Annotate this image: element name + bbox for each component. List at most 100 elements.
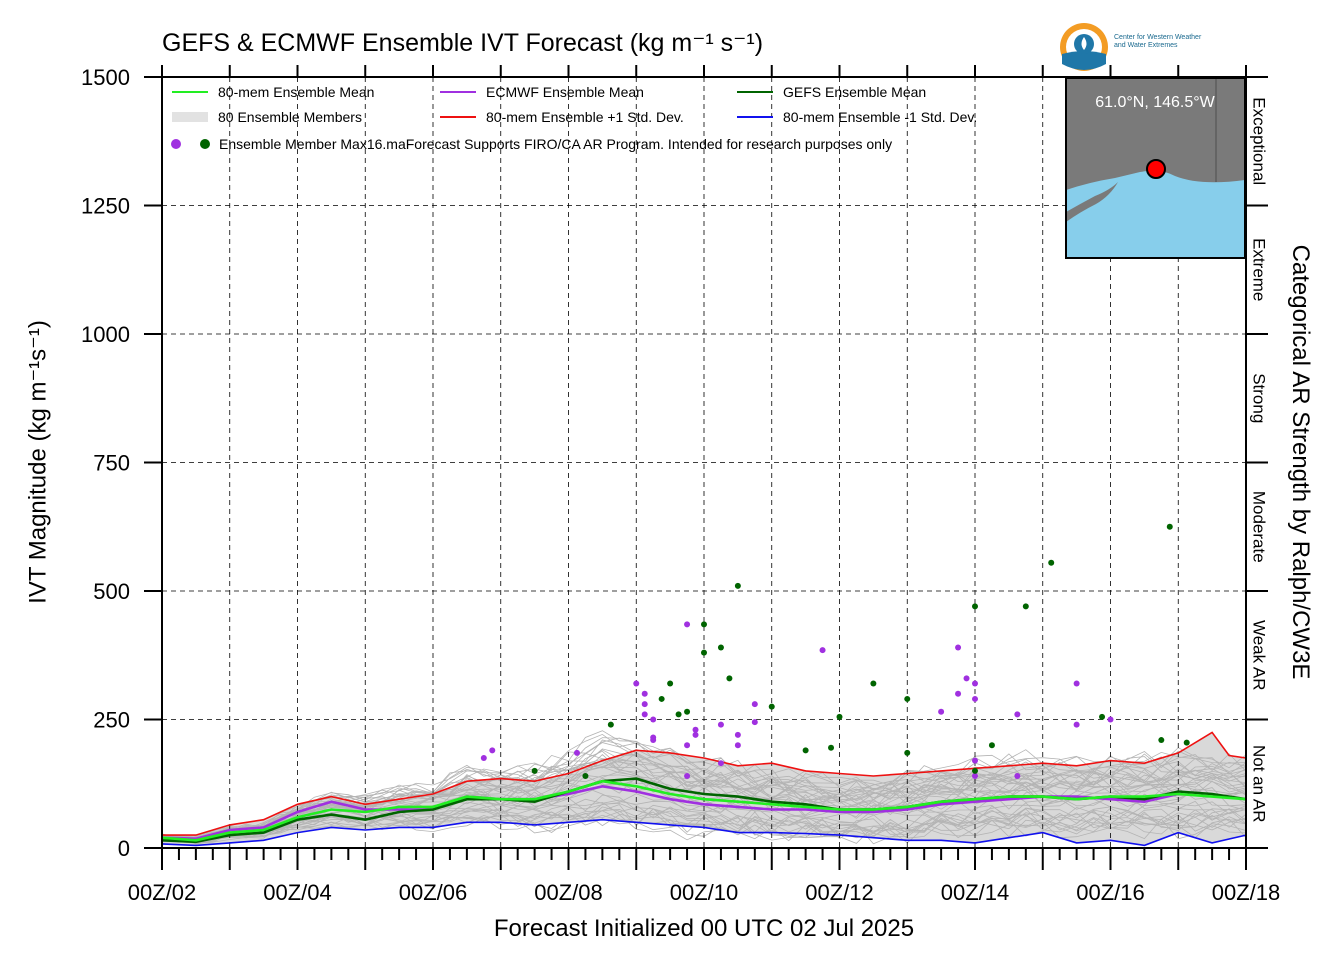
member-max-point [802, 747, 809, 754]
y-tick-label: 750 [93, 451, 130, 476]
member-max-point [972, 757, 978, 764]
member-max-point [607, 721, 614, 728]
x-tick-label: 00Z/08 [534, 880, 603, 905]
member-max-point [988, 742, 995, 749]
member-max-point [717, 721, 724, 728]
y-tick-label: 1250 [81, 194, 130, 219]
member-max-point [726, 675, 733, 682]
member-max-point [650, 737, 657, 744]
x-tick-label: 00Z/04 [263, 880, 332, 905]
x-tick-label: 00Z/16 [1076, 880, 1145, 905]
member-max-point [701, 621, 707, 628]
member-max-point [684, 621, 691, 628]
cw3e-logo-text: Center for Western Weather and Water Ext… [1114, 34, 1201, 50]
category-label: Not an AR [1250, 745, 1269, 823]
x-tick-label: 00Z/18 [1212, 880, 1281, 905]
member-max-point [489, 747, 496, 754]
member-max-point [633, 680, 640, 687]
member-max-point [972, 767, 978, 774]
member-max-point [963, 675, 970, 682]
ensemble-member-line [161, 798, 1247, 844]
member-max-point [701, 649, 707, 656]
legend-marker-ecmwf [171, 139, 181, 149]
member-max-point [1073, 680, 1080, 687]
member-max-point [955, 690, 962, 697]
ensemble-member-line [161, 742, 1247, 842]
member-max-point [972, 603, 978, 610]
member-max-point [904, 749, 911, 756]
member-max-point [972, 680, 978, 687]
member-max-point [692, 726, 699, 733]
member-max-point [768, 703, 775, 710]
member-max-point [641, 701, 648, 708]
category-label: Extreme [1250, 238, 1269, 301]
series-line [161, 784, 1179, 841]
legend: 80-mem Ensemble Mean ECMWF Ensemble Mean G… [171, 84, 977, 152]
category-label: Moderate [1250, 491, 1269, 563]
member-max-point [531, 767, 538, 774]
member-max-point [650, 716, 657, 723]
x-tick-label: 00Z/14 [941, 880, 1010, 905]
inset-ocean [1066, 170, 1245, 258]
member-max-point [684, 708, 691, 715]
member-max-point [828, 744, 835, 751]
member-max-point [819, 647, 826, 654]
legend-label: 80-mem Ensemble Mean [218, 84, 374, 100]
member-max-point [751, 701, 758, 708]
member-max-point [1107, 716, 1114, 723]
legend-label: 80 Ensemble Members [218, 109, 362, 125]
member-max-point [734, 582, 741, 589]
member-max-point [717, 760, 724, 767]
member-max-point [904, 695, 911, 702]
y-tick-label: 1500 [81, 65, 130, 90]
member-max-point [1158, 737, 1165, 744]
y-tick-label: 1000 [81, 322, 130, 347]
inset-peninsula [1066, 182, 1118, 222]
legend-label: 80-mem Ensemble +1 Std. Dev. [486, 109, 684, 125]
member-max-point [1014, 773, 1021, 780]
location-marker [1146, 159, 1166, 179]
member-max-point [641, 711, 648, 718]
series-line [161, 818, 1247, 847]
member-max-point [717, 644, 724, 651]
chart-title: GEFS & ECMWF Ensemble IVT Forecast (kg m… [162, 29, 764, 57]
member-max-point [751, 719, 758, 726]
ensemble-member-line [161, 754, 1247, 842]
member-max-point [1099, 713, 1106, 720]
inset-map: 61.0°N, 146.5°W [1065, 77, 1246, 259]
member-max-point [692, 731, 699, 738]
cw3e-logo-icon [1060, 23, 1108, 71]
y-tick-label: 0 [118, 836, 130, 861]
y-tick-label: 500 [93, 579, 130, 604]
member-max-point [667, 680, 674, 687]
cw3e-logo: Center for Western Weather and Water Ext… [1058, 20, 1238, 74]
legend-label: GEFS Ensemble Mean [783, 84, 926, 100]
legend-label: 80-mem Ensemble -1 Std. Dev. [783, 109, 977, 125]
member-max-points [480, 523, 1190, 780]
x-tick-label: 00Z/06 [399, 880, 468, 905]
x-tick-label: 00Z/12 [805, 880, 874, 905]
x-tick-label: 00Z/10 [670, 880, 739, 905]
legend-label: ECMWF Ensemble Mean [486, 84, 644, 100]
member-max-point [1014, 711, 1021, 718]
member-max-point [734, 742, 741, 749]
member-max-point [480, 755, 487, 762]
member-max-point [836, 713, 843, 720]
member-max-point [675, 711, 682, 718]
inset-location-label: 61.0°N, 146.5°W [1095, 94, 1215, 111]
member-max-point [1166, 523, 1173, 530]
member-max-point [573, 749, 580, 756]
logo-line-2: and Water Extremes [1114, 42, 1178, 49]
inset-frame [1065, 77, 1246, 259]
member-max-point [684, 773, 691, 780]
logo-line-1: Center for Western Weather [1114, 34, 1202, 41]
member-max-point [641, 690, 648, 697]
category-label: Weak AR [1250, 620, 1269, 691]
member-max-point [1073, 721, 1080, 728]
member-max-point [1048, 559, 1055, 566]
member-max-point [870, 680, 877, 687]
member-max-point [582, 773, 589, 780]
y-tick-label: 250 [93, 708, 130, 733]
